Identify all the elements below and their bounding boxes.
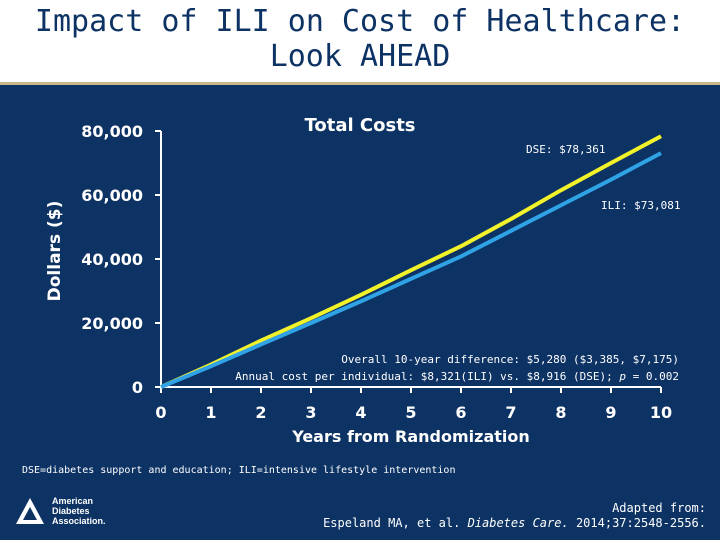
x-tick-label: 5 bbox=[405, 403, 416, 422]
y-tick-label: 80,000 bbox=[81, 122, 143, 141]
x-tick-label: 7 bbox=[505, 403, 516, 422]
slide-title: Impact of ILI on Cost of Healthcare: Loo… bbox=[0, 4, 720, 74]
slide-title-line-1: Impact of ILI on Cost of Healthcare: bbox=[34, 4, 686, 39]
annual-cost-annotation: Annual cost per individual: $8,321(ILI) … bbox=[235, 370, 679, 383]
series-lines bbox=[160, 134, 662, 389]
x-tick-label: 6 bbox=[455, 403, 466, 422]
y-axis-ticks: 0 20,000 40,000 60,000 80,000 bbox=[81, 122, 161, 397]
x-tick-label: 4 bbox=[355, 403, 366, 422]
difference-annotation: Overall 10-year difference: $5,280 ($3,3… bbox=[341, 353, 679, 366]
annual-cost-prefix: Annual cost per individual: $8,321(ILI) … bbox=[235, 370, 619, 383]
x-tick-label: 3 bbox=[305, 403, 316, 422]
dse-series-line bbox=[160, 134, 662, 389]
ada-logo: American Diabetes Association. bbox=[14, 494, 124, 530]
x-tick-label: 10 bbox=[650, 403, 672, 422]
chart-title: Total Costs bbox=[304, 115, 415, 136]
x-axis-ticks: 0 1 2 3 4 5 6 7 8 9 10 bbox=[155, 387, 672, 422]
dse-annotation: DSE: $78,361 bbox=[526, 143, 605, 156]
total-costs-chart: Total Costs Dollars ($) Years from Rando… bbox=[45, 115, 680, 446]
x-tick-label: 8 bbox=[555, 403, 566, 422]
slide-title-line-2: Look AHEAD bbox=[269, 39, 451, 74]
citation: Adapted from: Espeland MA, et al. Diabet… bbox=[323, 501, 706, 531]
title-banner: Impact of ILI on Cost of Healthcare: Loo… bbox=[0, 0, 720, 85]
ada-triangle-icon bbox=[16, 498, 44, 524]
ili-annotation: ILI: $73,081 bbox=[601, 199, 680, 212]
citation-line-1: Adapted from: bbox=[612, 501, 706, 515]
citation-authors: Espeland MA, et al. bbox=[323, 516, 468, 530]
x-axis-label: Years from Randomization bbox=[291, 427, 530, 446]
annual-cost-p: p bbox=[618, 370, 626, 383]
citation-journal: Diabetes Care. bbox=[467, 516, 569, 530]
y-tick-label: 40,000 bbox=[81, 250, 143, 269]
citation-line-2: Espeland MA, et al. Diabetes Care. 2014;… bbox=[323, 516, 706, 531]
citation-details: 2014;37:2548-2556. bbox=[568, 516, 706, 530]
ili-series-line bbox=[160, 151, 662, 389]
logo-line-2: Diabetes bbox=[52, 506, 90, 516]
y-tick-label: 60,000 bbox=[81, 186, 143, 205]
annual-cost-suffix: = 0.002 bbox=[626, 370, 679, 383]
x-tick-label: 9 bbox=[605, 403, 616, 422]
y-tick-label: 20,000 bbox=[81, 314, 143, 333]
x-tick-label: 0 bbox=[155, 403, 166, 422]
footnote: DSE=diabetes support and education; ILI=… bbox=[22, 465, 456, 476]
x-tick-label: 2 bbox=[255, 403, 266, 422]
x-tick-label: 1 bbox=[205, 403, 216, 422]
y-axis-label: Dollars ($) bbox=[45, 201, 65, 302]
logo-line-3: Association. bbox=[52, 516, 106, 526]
logo-line-1: American bbox=[52, 496, 94, 506]
y-tick-label: 0 bbox=[132, 378, 143, 397]
